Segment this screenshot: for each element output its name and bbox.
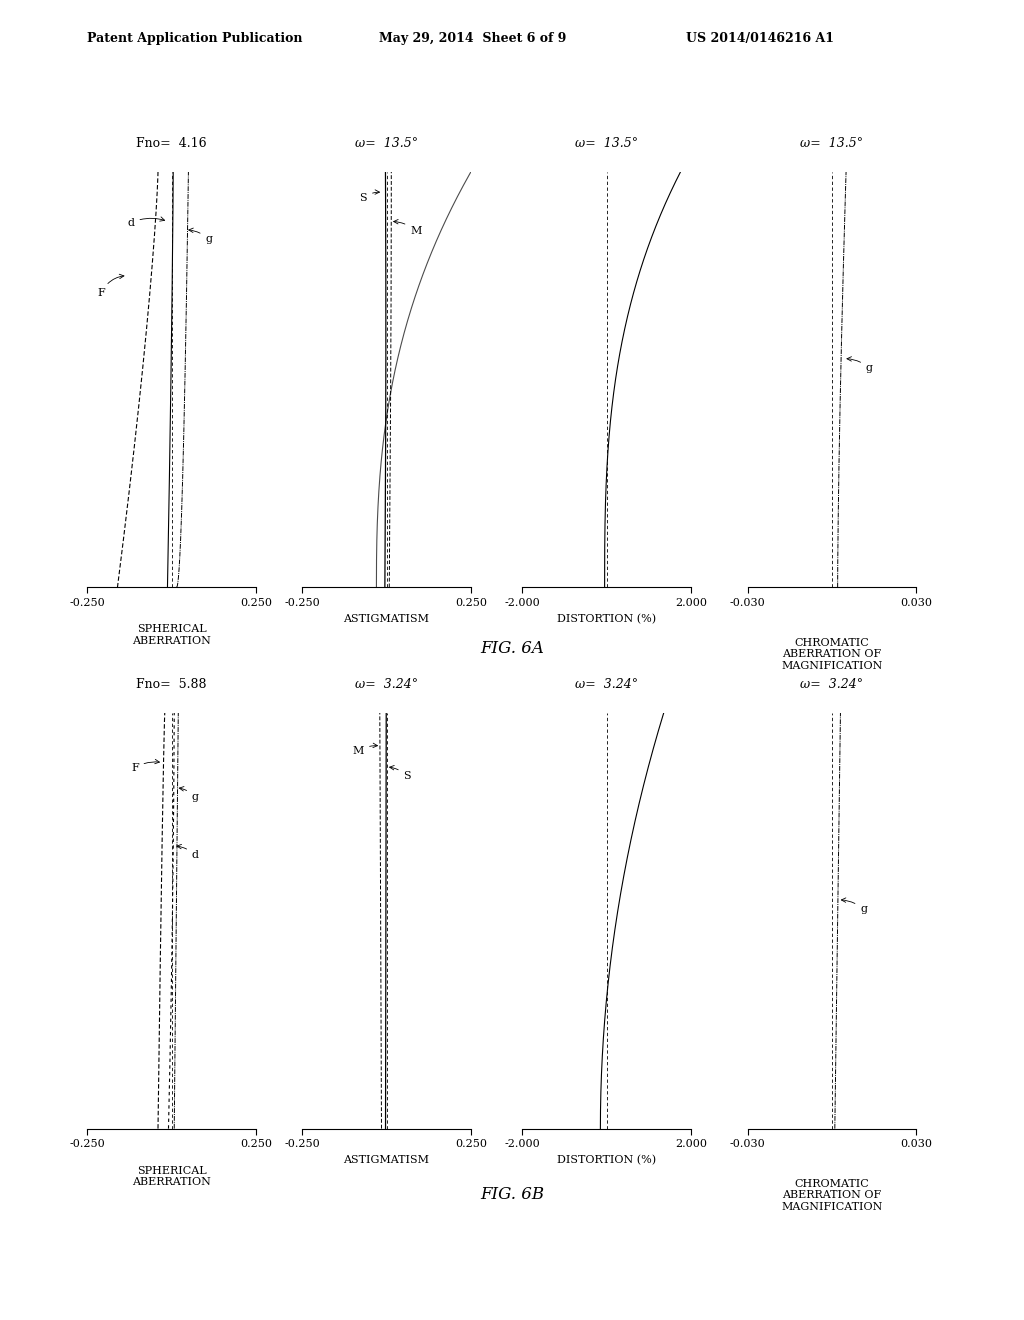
Text: ASTIGMATISM: ASTIGMATISM bbox=[344, 614, 429, 624]
Text: ω=  3.24°: ω= 3.24° bbox=[355, 678, 418, 690]
Text: S: S bbox=[359, 190, 380, 203]
Text: DISTORTION (%): DISTORTION (%) bbox=[557, 614, 656, 624]
Text: CHROMATIC
ABERRATION OF
MAGNIFICATION: CHROMATIC ABERRATION OF MAGNIFICATION bbox=[781, 1179, 883, 1212]
Text: SPHERICAL
ABERRATION: SPHERICAL ABERRATION bbox=[132, 1166, 211, 1187]
Text: ω=  13.5°: ω= 13.5° bbox=[355, 137, 418, 149]
Text: US 2014/0146216 A1: US 2014/0146216 A1 bbox=[686, 32, 835, 45]
Text: g: g bbox=[847, 356, 872, 374]
Text: Patent Application Publication: Patent Application Publication bbox=[87, 32, 302, 45]
Text: F: F bbox=[97, 275, 124, 298]
Text: g: g bbox=[179, 787, 199, 803]
Text: ASTIGMATISM: ASTIGMATISM bbox=[344, 1155, 429, 1166]
Text: ω=  13.5°: ω= 13.5° bbox=[575, 137, 638, 149]
Text: ω=  3.24°: ω= 3.24° bbox=[801, 678, 863, 690]
Text: d: d bbox=[128, 216, 165, 227]
Text: F: F bbox=[131, 759, 160, 774]
Text: Fno=  4.16: Fno= 4.16 bbox=[136, 137, 207, 149]
Text: d: d bbox=[177, 845, 199, 861]
Text: DISTORTION (%): DISTORTION (%) bbox=[557, 1155, 656, 1166]
Text: ω=  13.5°: ω= 13.5° bbox=[801, 137, 863, 149]
Text: ω=  3.24°: ω= 3.24° bbox=[575, 678, 638, 690]
Text: CHROMATIC
ABERRATION OF
MAGNIFICATION: CHROMATIC ABERRATION OF MAGNIFICATION bbox=[781, 638, 883, 671]
Text: g: g bbox=[842, 898, 867, 915]
Text: SPHERICAL
ABERRATION: SPHERICAL ABERRATION bbox=[132, 624, 211, 645]
Text: Fno=  5.88: Fno= 5.88 bbox=[136, 678, 207, 690]
Text: May 29, 2014  Sheet 6 of 9: May 29, 2014 Sheet 6 of 9 bbox=[379, 32, 566, 45]
Text: S: S bbox=[389, 766, 411, 781]
Text: g: g bbox=[188, 228, 212, 244]
Text: M: M bbox=[352, 743, 378, 756]
Text: FIG. 6A: FIG. 6A bbox=[480, 640, 544, 657]
Text: FIG. 6B: FIG. 6B bbox=[480, 1185, 544, 1203]
Text: M: M bbox=[393, 219, 422, 236]
